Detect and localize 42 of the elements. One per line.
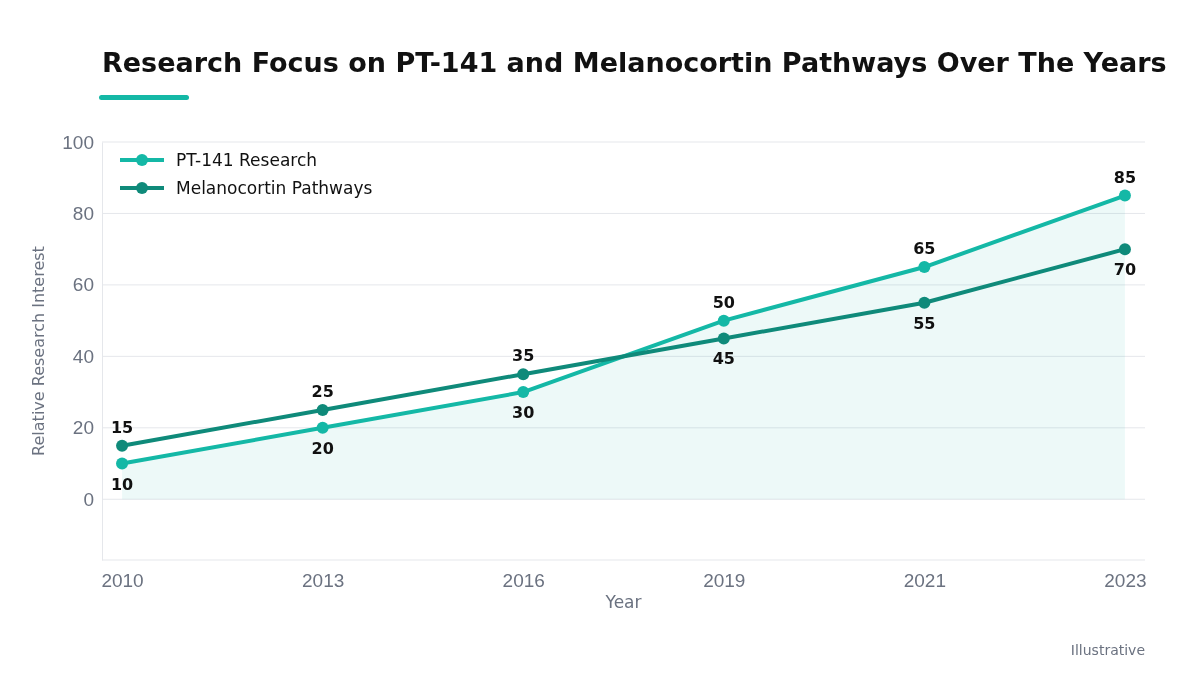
point (918, 261, 931, 274)
x-tick-label: 2016 (502, 570, 545, 592)
y-tick-label: 100 (62, 131, 94, 153)
data-label: 20 (311, 438, 334, 458)
point (918, 296, 931, 309)
data-label: 25 (311, 381, 334, 401)
data-label: 50 (712, 292, 735, 312)
point (1118, 189, 1131, 202)
point (517, 368, 530, 381)
y-tick-label: 20 (72, 417, 94, 439)
y-axis-title: Relative Research Interest (29, 246, 48, 456)
point (316, 421, 329, 434)
y-tick-label: 60 (72, 274, 94, 296)
point (116, 457, 129, 470)
point (316, 403, 329, 416)
data-label: 45 (712, 349, 735, 369)
data-label: 85 (1113, 167, 1137, 187)
point (717, 332, 730, 345)
x-tick-label: 2013 (301, 570, 345, 592)
data-label: 65 (913, 239, 936, 259)
data-label: 35 (512, 346, 535, 366)
data-label: 70 (1113, 260, 1137, 280)
x-tick-label: 2023 (1104, 570, 1147, 592)
legend-label: PT-141 Research (176, 150, 318, 170)
x-tick-label: 2021 (903, 570, 947, 592)
legend-label: Melanocortin Pathways (176, 178, 373, 198)
x-tick-label: 2019 (703, 570, 746, 592)
data-label: 30 (512, 403, 535, 423)
point (1118, 243, 1131, 256)
y-tick-label: 40 (72, 345, 94, 367)
chart-title: Research Focus on PT-141 and Melanocortin Pathways Over The Years (102, 47, 1167, 78)
data-label: 10 (110, 474, 134, 494)
y-tick-label: 0 (83, 488, 94, 510)
x-axis-title: Year (604, 592, 642, 612)
point (717, 314, 730, 327)
x-tick-label: 2010 (101, 570, 144, 592)
data-label: 55 (913, 313, 936, 333)
point (116, 439, 129, 452)
point (517, 386, 530, 399)
data-label: 15 (110, 417, 134, 437)
y-tick-label: 80 (72, 203, 94, 225)
text: Illustrative (1070, 642, 1145, 658)
